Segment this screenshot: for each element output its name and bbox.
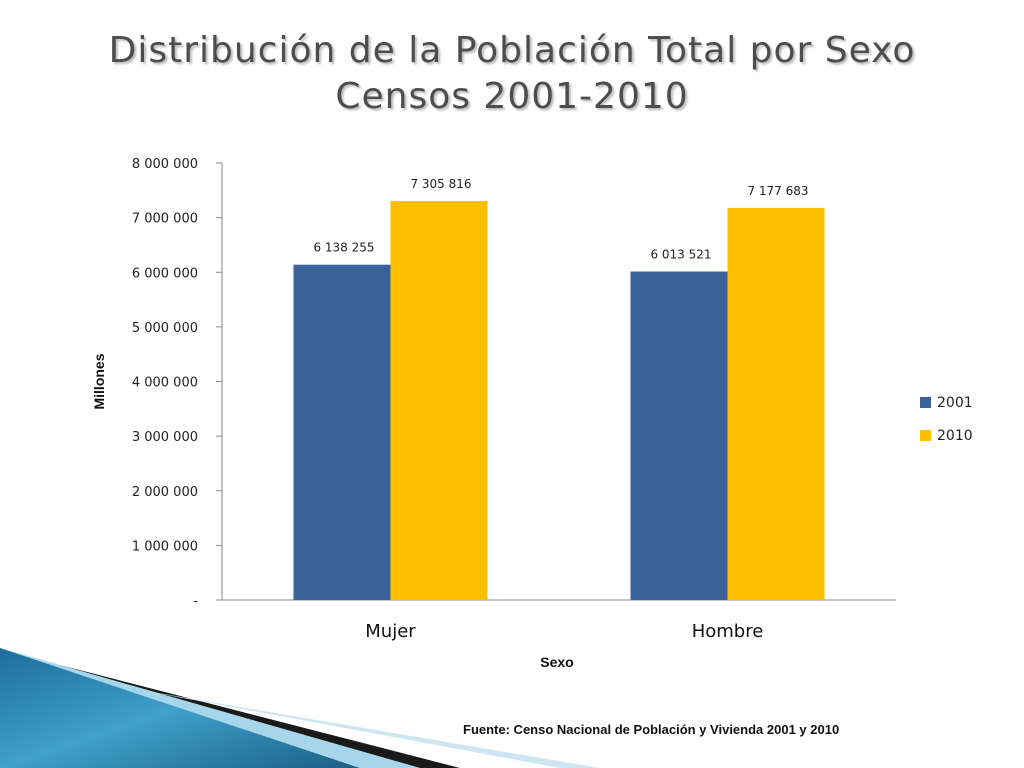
slide-title: Distribución de la Población Total por S… <box>0 28 1024 120</box>
y-tick-label: 4 000 000 <box>132 376 198 391</box>
y-tick-label: 2 000 000 <box>132 485 198 500</box>
y-tick-label: 5 000 000 <box>132 321 198 336</box>
y-tick-label: 6 000 000 <box>132 266 198 281</box>
y-tick-label: 3 000 000 <box>132 430 198 445</box>
legend-swatch-2001 <box>920 397 931 408</box>
legend-label: 2010 <box>937 428 973 444</box>
data-label: 6 013 521 <box>650 248 711 262</box>
bar-hombre-2001 <box>630 271 728 600</box>
y-tick-label: 1 000 000 <box>132 539 198 554</box>
x-tick-label: Hombre <box>692 621 764 642</box>
slide-title-line-2: Censos 2001-2010 <box>335 76 689 117</box>
data-label: 7 305 816 <box>410 177 471 191</box>
source-note: Fuente: Censo Nacional de Población y Vi… <box>463 722 840 737</box>
bar-mujer-2001 <box>293 264 391 600</box>
x-axis-title: Sexo <box>540 654 573 670</box>
legend-label: 2001 <box>937 395 973 411</box>
y-tick-label: - <box>193 594 198 609</box>
legend-swatch-2010 <box>920 430 931 441</box>
slide-title-line-1: Distribución de la Población Total por S… <box>108 30 916 71</box>
y-axis-title: Millones <box>91 353 107 409</box>
data-label: 6 138 255 <box>313 241 374 255</box>
y-tick-label: 7 000 000 <box>132 212 198 227</box>
data-label: 7 177 683 <box>747 184 808 198</box>
bar-hombre-2010 <box>727 207 825 600</box>
x-tick-label: Mujer <box>365 621 416 642</box>
y-tick-label: 8 000 000 <box>132 157 198 172</box>
bar-mujer-2010 <box>390 200 488 600</box>
